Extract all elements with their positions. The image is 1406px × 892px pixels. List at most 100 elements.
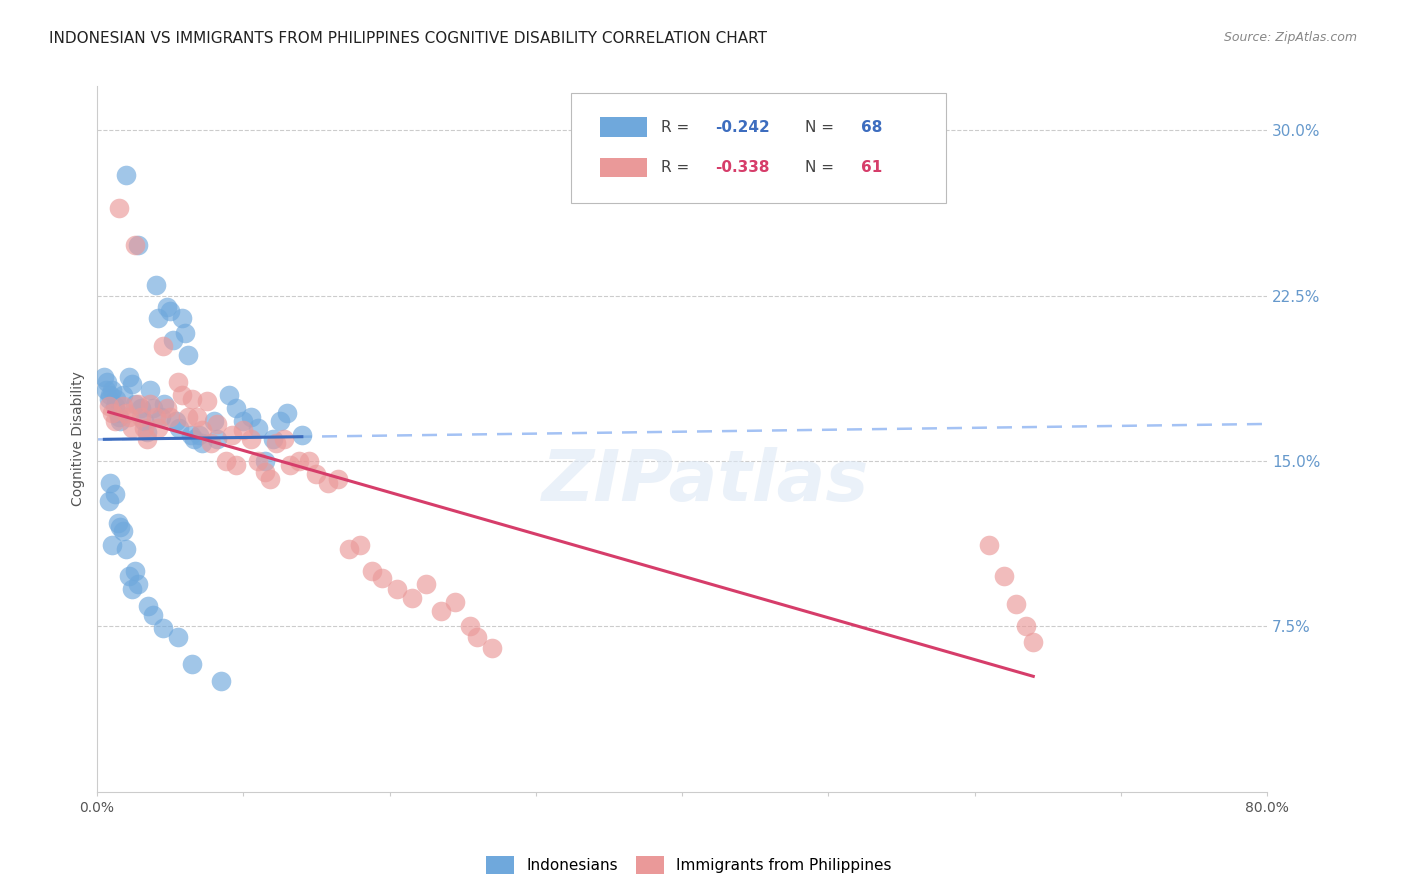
Point: [112, 524, 135, 539]
Point: [121, 421, 143, 435]
Point: [1015, 619, 1038, 633]
Point: [129, 401, 152, 416]
Point: [112, 388, 135, 402]
Point: [98, 388, 121, 402]
Point: [156, 300, 179, 314]
Point: [181, 392, 204, 407]
Point: [97, 493, 120, 508]
Point: [132, 414, 155, 428]
Point: [246, 454, 269, 468]
Point: [145, 409, 167, 424]
Point: [93, 370, 115, 384]
Point: [239, 432, 262, 446]
Point: [110, 520, 132, 534]
Point: [152, 622, 174, 636]
Point: [278, 458, 301, 473]
Point: [156, 401, 179, 416]
Point: [177, 409, 200, 424]
Text: -0.338: -0.338: [716, 160, 769, 175]
Point: [115, 168, 138, 182]
Point: [124, 238, 146, 252]
Point: [170, 310, 193, 325]
Point: [170, 388, 193, 402]
Point: [124, 564, 146, 578]
Point: [291, 427, 314, 442]
Point: [401, 591, 423, 605]
Point: [186, 409, 208, 424]
Point: [115, 542, 138, 557]
Point: [254, 454, 277, 468]
Point: [215, 454, 238, 468]
Point: [467, 630, 489, 644]
Text: ZIPatlas: ZIPatlas: [541, 447, 869, 516]
Point: [269, 414, 291, 428]
Point: [232, 414, 254, 428]
Point: [118, 370, 141, 384]
Point: [110, 414, 132, 428]
Point: [121, 582, 143, 596]
Point: [1022, 634, 1045, 648]
Point: [218, 388, 240, 402]
Y-axis label: Cognitive Disability: Cognitive Disability: [72, 371, 86, 507]
Point: [100, 384, 122, 398]
Point: [481, 641, 503, 656]
Point: [148, 310, 170, 325]
Point: [181, 657, 204, 671]
FancyBboxPatch shape: [571, 94, 945, 202]
Point: [127, 577, 149, 591]
Point: [115, 405, 138, 419]
Point: [225, 458, 247, 473]
Point: [104, 414, 127, 428]
Text: 68: 68: [862, 120, 883, 135]
Point: [361, 564, 384, 578]
Point: [221, 427, 243, 442]
Point: [205, 417, 228, 431]
Point: [100, 538, 122, 552]
Point: [225, 401, 247, 416]
Point: [138, 397, 160, 411]
Text: INDONESIAN VS IMMIGRANTS FROM PHILIPPINES COGNITIVE DISABILITY CORRELATION CHART: INDONESIAN VS IMMIGRANTS FROM PHILIPPINE…: [49, 31, 768, 46]
Point: [200, 436, 222, 450]
Point: [162, 333, 184, 347]
Point: [142, 401, 165, 416]
Point: [349, 538, 371, 552]
Point: [993, 568, 1015, 582]
Point: [150, 409, 173, 424]
Point: [148, 421, 170, 435]
Point: [202, 414, 225, 428]
Point: [105, 392, 128, 407]
Text: -0.242: -0.242: [716, 120, 769, 135]
Point: [108, 201, 131, 215]
Point: [145, 277, 167, 292]
Point: [173, 326, 195, 341]
Point: [305, 467, 328, 482]
Point: [458, 619, 481, 633]
Point: [166, 630, 188, 644]
Point: [118, 568, 141, 582]
Point: [180, 427, 202, 442]
Point: [195, 394, 218, 409]
Point: [371, 571, 394, 585]
Point: [127, 397, 149, 411]
Point: [165, 414, 187, 428]
FancyBboxPatch shape: [600, 118, 647, 137]
Point: [153, 397, 176, 411]
Point: [166, 375, 188, 389]
Point: [129, 409, 152, 424]
Point: [191, 423, 214, 437]
Point: [385, 582, 408, 596]
Point: [124, 397, 146, 411]
Point: [188, 427, 211, 442]
Point: [205, 432, 228, 446]
Point: [97, 399, 120, 413]
Point: [138, 384, 160, 398]
Point: [159, 409, 181, 424]
Point: [264, 436, 287, 450]
Point: [177, 348, 200, 362]
Point: [135, 425, 157, 440]
Point: [94, 384, 117, 398]
Text: R =: R =: [661, 160, 695, 175]
Legend: Indonesians, Immigrants from Philippines: Indonesians, Immigrants from Philippines: [481, 850, 897, 880]
Point: [100, 405, 122, 419]
Text: Source: ZipAtlas.com: Source: ZipAtlas.com: [1223, 31, 1357, 45]
